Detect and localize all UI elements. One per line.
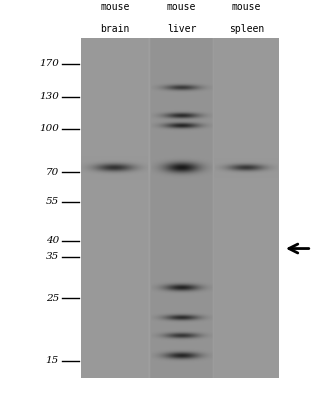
Text: brain: brain: [100, 24, 130, 34]
Text: 15: 15: [45, 356, 59, 365]
Text: 100: 100: [39, 124, 59, 133]
Text: 35: 35: [45, 252, 59, 262]
Text: 170: 170: [39, 59, 59, 68]
Text: 70: 70: [45, 168, 59, 177]
Text: 55: 55: [45, 197, 59, 206]
Text: 130: 130: [39, 92, 59, 101]
Text: mouse: mouse: [167, 2, 196, 12]
Text: mouse: mouse: [232, 2, 261, 12]
Text: mouse: mouse: [100, 2, 130, 12]
Text: 40: 40: [45, 236, 59, 245]
Text: 25: 25: [45, 294, 59, 302]
Text: spleen: spleen: [229, 24, 264, 34]
Text: liver: liver: [167, 24, 196, 34]
